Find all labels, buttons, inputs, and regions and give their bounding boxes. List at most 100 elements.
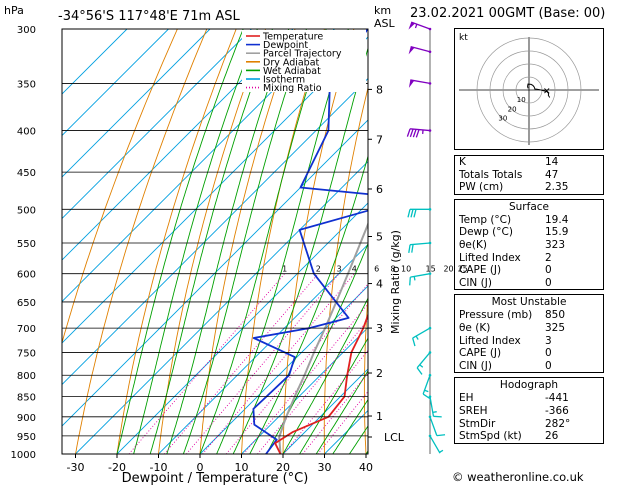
surface-label: Temp (°C)	[459, 213, 512, 226]
wind-barb	[408, 241, 432, 253]
most-unstable-value: 0	[545, 347, 552, 360]
pressure-tick-label: 1000	[11, 450, 36, 461]
pressure-tick-label: 650	[17, 298, 36, 309]
wind-barb-pennant	[408, 22, 415, 30]
mixing-ratio-axis-label: Mixing Ratio (g/kg)	[389, 230, 402, 334]
km-tick-label: 1	[376, 410, 383, 423]
dry-adiabat-line	[116, 29, 237, 454]
wind-barb	[416, 351, 432, 375]
legend-background	[242, 30, 366, 92]
wind-barb-staff	[410, 21, 431, 30]
most-unstable-row: Pressure (mb) 850	[455, 309, 603, 322]
dry-adiabat-line	[62, 29, 178, 345]
km-tick-label: 6	[376, 183, 383, 196]
surface-title: Surface	[508, 200, 549, 213]
most-unstable-row: θe (K) 325	[455, 322, 603, 335]
surface-label: θe(K)	[459, 238, 487, 251]
hodograph-stat-value: 26	[545, 430, 559, 443]
surface-row: CIN (J) 0	[455, 277, 603, 290]
pressure-tick-label: 700	[17, 324, 36, 335]
wind-barb	[408, 21, 432, 31]
wind-barb-half-flag	[413, 276, 416, 281]
mixing-ratio-tick-label: 1	[282, 265, 287, 274]
isotherm-line	[62, 29, 294, 261]
surface-row: Temp (°C) 19.4	[455, 214, 603, 227]
pressure-tick-label: 900	[17, 413, 36, 424]
index-row: Totals Totals 47	[455, 169, 603, 182]
mixing-ratio-line	[225, 283, 368, 454]
wind-barb	[407, 208, 432, 218]
hodograph-stat-row: SREH -366	[455, 405, 603, 418]
wind-barb-flag	[412, 337, 416, 347]
most-unstable-value: 325	[545, 321, 566, 334]
plot-frame	[61, 28, 369, 455]
isotherm-line	[241, 326, 368, 454]
hodograph-stats-box: Hodograph EH -441 SREH -366 StmDir 282° StmSpd…	[454, 377, 604, 444]
wind-barb-half-flag	[419, 364, 424, 368]
surface-row: θe(K) 323	[455, 239, 603, 252]
x-tick-label: -30	[67, 461, 85, 474]
wind-barb-flag	[409, 277, 411, 286]
x-axis-label: Dewpoint / Temperature (°C)	[122, 471, 309, 486]
isotherm-line	[62, 29, 252, 220]
pressure-tick-label: 400	[17, 127, 36, 138]
wind-barb-staff	[429, 435, 441, 454]
isotherm-line	[62, 119, 368, 427]
wind-barb	[412, 326, 432, 347]
legend-item-label: Temperature	[262, 32, 323, 43]
index-label: K	[459, 156, 466, 168]
location-title: -34°56'S 117°48'E 71m ASL	[58, 9, 240, 24]
hodograph-storm-marker: ✕	[543, 87, 551, 97]
legend-item-label: Dewpoint	[263, 40, 308, 51]
wind-barb	[428, 415, 446, 437]
wind-barb-flag	[416, 367, 423, 375]
pressure-tick-label: 950	[17, 432, 36, 443]
surface-value: 19.4	[545, 213, 569, 226]
mixing-ratio-tick-label: 4	[352, 265, 357, 274]
surface-row: CAPE (J) 0	[455, 264, 603, 277]
pressure-tick-label: 850	[17, 393, 36, 404]
x-tick-label: -10	[150, 461, 168, 474]
wind-barb-flag	[413, 209, 417, 218]
hodograph-ring	[502, 63, 556, 117]
most-unstable-value: 3	[545, 334, 552, 347]
wind-barb-flag	[408, 244, 411, 253]
wind-barb-flag	[415, 129, 420, 138]
dry-adiabat-line	[614, 29, 629, 454]
wind-barbs	[406, 21, 446, 454]
hodograph-stats-title: Hodograph	[499, 379, 559, 392]
km-tick-label: 2	[376, 367, 383, 380]
wind-barb-dot	[428, 241, 432, 245]
wind-barb-flag	[411, 244, 414, 253]
most-unstable-label: CAPE (J)	[459, 347, 502, 360]
mixing-ratio-line	[128, 273, 285, 454]
surface-value: 0	[545, 276, 552, 289]
dry-adiabat-line	[403, 29, 442, 454]
km-tick-label: 3	[376, 322, 383, 335]
legend-item-label: Isotherm	[263, 75, 305, 86]
most-unstable-label: Pressure (mb)	[459, 309, 533, 322]
hodograph-stat-label: SREH	[459, 404, 488, 417]
wind-barb-staff	[410, 128, 431, 132]
isotherm-line	[62, 29, 169, 137]
legend-item-label: Mixing Ratio	[263, 83, 322, 94]
hodograph-stat-label: StmSpd (kt)	[459, 430, 522, 443]
isotherm-line	[62, 29, 335, 303]
pressure-tick-label: 300	[17, 25, 36, 36]
wet-adiabat-line	[133, 29, 258, 454]
hodograph-stat-row: EH -441	[455, 392, 603, 405]
mixing-ratio-line	[186, 273, 340, 454]
wind-barb-dot	[428, 272, 432, 275]
hodograph-panel: kt 10 20 30 ✕	[454, 28, 604, 150]
surface-row: Lifted Index 2	[455, 252, 603, 265]
index-row: PW (cm) 2.35	[455, 181, 603, 194]
km-tick-label: 5	[376, 230, 383, 243]
surface-label: CAPE (J)	[459, 264, 502, 277]
pressure-tick-label: 450	[17, 168, 36, 179]
isotherm-line	[199, 285, 368, 454]
hodograph-trace	[527, 83, 551, 98]
most-unstable-label: θe (K)	[459, 321, 491, 334]
pressure-tick-label: 500	[17, 205, 36, 216]
surface-label: CIN (J)	[459, 276, 492, 289]
